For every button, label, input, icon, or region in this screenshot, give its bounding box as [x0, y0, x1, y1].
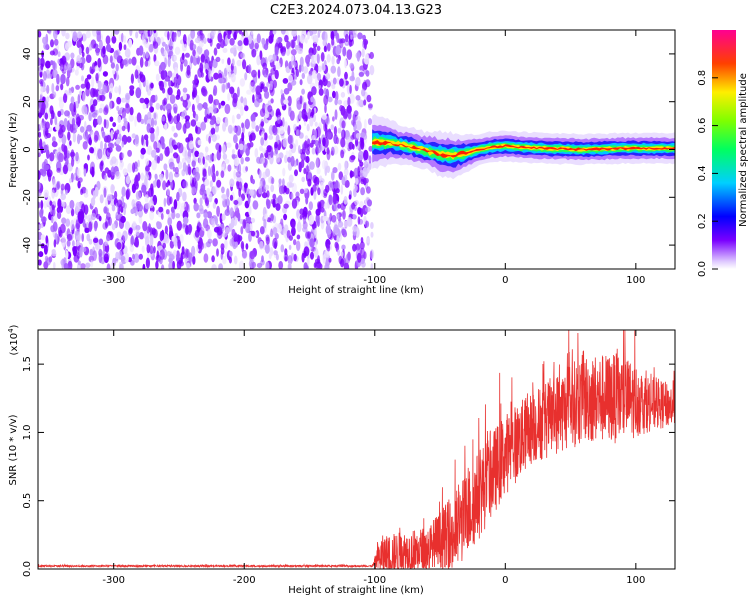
x-tick-label: -100 — [363, 575, 386, 586]
y-tick-label: 1.5 — [22, 356, 33, 372]
y-tick-label: 0 — [22, 146, 33, 152]
colorbar-tick-label: 0.2 — [697, 213, 708, 229]
snr-series-line — [38, 330, 675, 569]
snr-x-axis-label: Height of straight line (km) — [288, 585, 424, 596]
spectrogram-y-axis-label: Frequency (Hz) — [8, 112, 19, 188]
signal-band-layer — [372, 140, 675, 158]
y-tick-label: 0.0 — [22, 561, 33, 577]
snr-frame — [37, 329, 676, 570]
signal-band-layer — [372, 138, 675, 160]
x-tick-label: 0 — [502, 275, 508, 286]
x-tick-label: 100 — [626, 275, 645, 286]
colorbar-tick-label: 0.0 — [697, 261, 708, 277]
spectrogram-x-axis-label: Height of straight line (km) — [288, 285, 424, 296]
colorbar-gradient — [712, 30, 736, 269]
snr-x-ticks: -300 -200 -100 0 100 — [102, 330, 645, 586]
colorbar-tick-label: 0.4 — [697, 165, 708, 181]
snr-y-ticks: 0.0 0.5 1.0 1.5 — [22, 356, 675, 577]
y-tick-label: 40 — [22, 48, 33, 61]
x-tick-label: 100 — [626, 575, 645, 586]
y-tick-label: 1.0 — [22, 424, 33, 440]
snr-y-multiplier: (x104) — [7, 324, 20, 355]
x-tick-label: -300 — [102, 275, 125, 286]
snr-y-axis-label: SNR (10 * v/v) — [8, 414, 19, 485]
y-tick-label: 20 — [22, 95, 33, 108]
snr-panel: -300 -200 -100 0 100 0.0 0.5 1.0 1.5 Height of … — [7, 324, 676, 596]
spectrogram-x-ticks: -300 -200 -100 0 100 — [102, 30, 645, 286]
x-tick-label: -200 — [233, 275, 256, 286]
y-tick-label: 0.5 — [22, 493, 33, 509]
colorbar: 0.0 0.2 0.4 0.6 0.8 Normalized spectral ampl… — [697, 30, 749, 277]
x-tick-label: -300 — [102, 575, 125, 586]
colorbar-label: Normalized spectral amplitude — [738, 73, 749, 227]
x-tick-label: -200 — [233, 575, 256, 586]
x-tick-label: -100 — [363, 275, 386, 286]
colorbar-tick-label: 0.6 — [697, 118, 708, 134]
colorbar-ticks: 0.0 0.2 0.4 0.6 0.8 — [697, 70, 718, 277]
colorbar-tick-label: 0.8 — [697, 70, 708, 86]
y-tick-label: -20 — [22, 189, 33, 205]
figure-title: C2E3.2024.073.04.13.G23 — [270, 3, 442, 18]
y-tick-label: -40 — [22, 237, 33, 253]
spectrogram-y-ticks: -40 -20 0 20 40 — [22, 48, 675, 253]
spectrogram-heat-layer — [38, 30, 675, 269]
x-tick-label: 0 — [502, 575, 508, 586]
